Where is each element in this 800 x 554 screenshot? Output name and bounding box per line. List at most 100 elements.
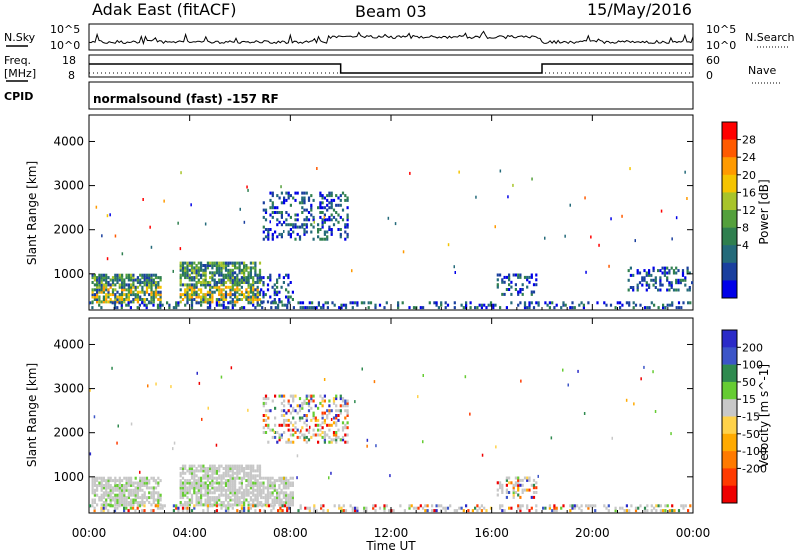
velocity-cell: [100, 493, 103, 497]
velocity-cell: [121, 501, 124, 504]
velocity-cell: [231, 488, 234, 492]
power-cell: [273, 288, 276, 292]
power-cell: [551, 301, 554, 305]
velocity-cell: [197, 501, 200, 504]
x-tick-label: 20:00: [575, 526, 610, 540]
velocity-cell: [125, 498, 128, 502]
velocity-cell: [143, 491, 146, 495]
velocity-cell: [322, 509, 325, 513]
velocity-cell: [298, 409, 302, 413]
velocity-cell: [664, 509, 667, 513]
velocity-cell: [109, 496, 112, 500]
power-cell: [287, 232, 290, 236]
power-cell: [322, 303, 325, 307]
power-cell: [262, 283, 265, 287]
velocity-cell: [278, 486, 281, 490]
velocity-cell: [306, 506, 309, 510]
power-cell: [305, 223, 308, 227]
velocity-cell: [267, 426, 270, 430]
velocity-cell: [274, 435, 277, 439]
power-cell: [276, 285, 279, 289]
power-cell: [234, 300, 237, 304]
velocity-cell: [280, 491, 283, 495]
power-cell: [252, 278, 255, 282]
power-cell: [222, 283, 225, 287]
velocity-cell: [294, 394, 297, 398]
velocity-cell: [240, 464, 243, 468]
velocity-cell: [260, 493, 263, 497]
velocity-cell: [544, 506, 547, 510]
velocity-cell: [227, 486, 230, 490]
velocity-cell: [332, 399, 336, 403]
velocity-cell: [321, 426, 324, 430]
velocity-cell: [276, 501, 279, 504]
velocity-cell: [687, 509, 690, 513]
power-cell: [145, 298, 149, 301]
power-cell: [580, 301, 583, 305]
power-cell: [229, 273, 232, 277]
velocity-cell: [159, 496, 162, 500]
power-cell: [215, 298, 218, 301]
power-cell: [321, 220, 324, 224]
velocity-cell: [280, 433, 283, 437]
velocity-cell: [157, 481, 160, 485]
power-cell: [227, 273, 230, 277]
velocity-cell: [200, 488, 203, 492]
power-cell: [150, 293, 153, 297]
velocity-cell: [485, 509, 488, 513]
power-cell: [181, 298, 185, 301]
power-cell: [218, 293, 221, 297]
velocity-cell: [195, 493, 198, 497]
velocity-cell: [287, 401, 290, 405]
velocity-cell: [98, 481, 101, 485]
velocity-y-tick-label: 4000: [53, 337, 84, 351]
power-cell: [220, 288, 223, 292]
power-cell: [102, 295, 105, 299]
power-cell: [278, 298, 281, 301]
velocity-cell: [300, 429, 302, 433]
power-cell: [256, 281, 259, 284]
velocity-cell: [243, 491, 246, 495]
velocity-cell: [346, 426, 349, 430]
power-cell: [121, 290, 124, 294]
velocity-cell: [462, 509, 465, 513]
power-cell: [243, 264, 246, 267]
power-cell: [93, 295, 96, 299]
power-cell: [121, 278, 124, 282]
power-cell: [130, 283, 133, 287]
power-cell: [91, 293, 94, 297]
velocity-cell: [202, 476, 205, 480]
velocity-cell: [231, 498, 234, 502]
velocity-cell: [262, 404, 265, 408]
power-cell: [684, 170, 686, 174]
power-cell: [134, 298, 137, 301]
power-cell: [190, 203, 192, 207]
velocity-cell: [193, 491, 196, 495]
power-cell: [215, 261, 218, 265]
velocity-cell: [273, 479, 276, 483]
power-cell: [132, 290, 135, 294]
power-cell: [218, 300, 221, 304]
power-cell: [114, 276, 117, 280]
power-cell: [190, 303, 194, 307]
velocity-cell: [127, 484, 130, 487]
velocity-cell: [98, 498, 101, 502]
velocity-cell: [96, 484, 99, 487]
velocity-cell: [569, 509, 572, 513]
velocity-cell: [271, 501, 274, 504]
velocity-cell: [532, 491, 536, 494]
power-cell: [264, 235, 268, 239]
power-cell: [394, 222, 397, 226]
velocity-cell: [282, 486, 285, 490]
velocity-cell: [562, 504, 565, 508]
power-cell: [197, 295, 200, 299]
velocity-cell: [234, 501, 237, 504]
power-cell: [204, 283, 207, 287]
power-cell: [120, 301, 123, 305]
power-cell: [121, 273, 124, 277]
velocity-cell: [200, 501, 203, 504]
power-cell: [321, 206, 324, 210]
power-cell: [326, 230, 329, 234]
power-cell: [186, 273, 189, 277]
velocity-cell: [220, 488, 223, 492]
